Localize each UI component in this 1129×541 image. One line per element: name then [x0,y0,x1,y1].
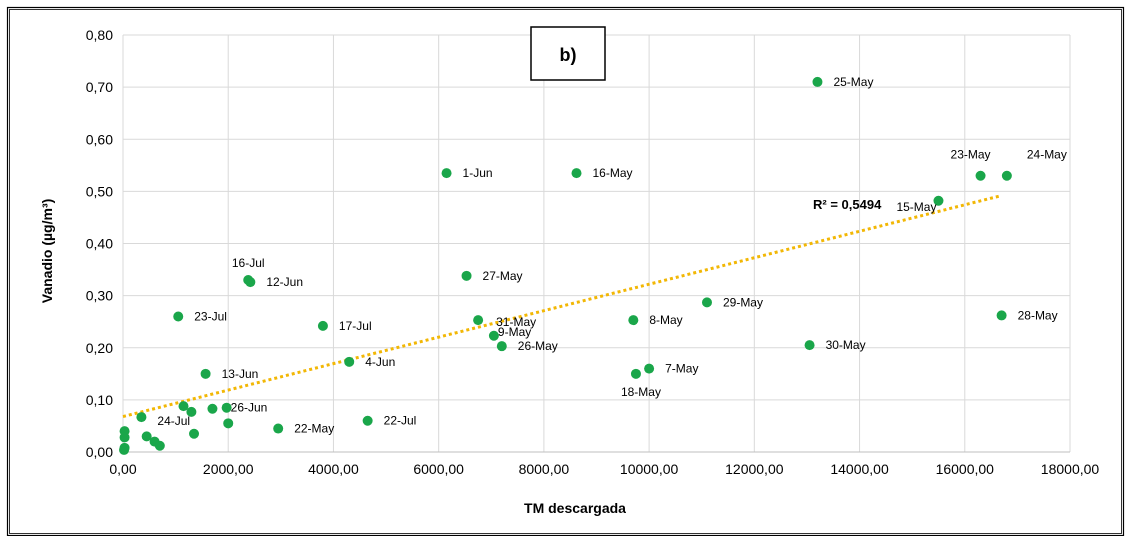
inner-border [9,9,1122,534]
data-point [136,412,147,423]
data-point [273,423,284,434]
data-point [154,440,165,451]
data-points [119,76,1012,455]
data-point [441,168,452,179]
point-label: 22-May [294,422,334,436]
point-label: 18-May [621,385,661,399]
x-axis-title: TM descargada [524,500,626,516]
y-tick-label: 0,40 [86,236,113,252]
y-tick-label: 0,60 [86,131,113,147]
y-tick-label: 0,70 [86,79,113,95]
point-label: 17-Jul [339,319,372,333]
data-point [996,310,1007,321]
y-tick-label: 0,30 [86,288,113,304]
point-label: 9-May [498,325,531,339]
point-label: 22-Jul [384,414,417,428]
point-label: 23-May [951,148,991,162]
x-tick-label: 16000,00 [936,461,995,477]
x-tick-label: 12000,00 [725,461,784,477]
data-point [488,330,499,341]
point-label: 16-Jul [232,256,265,270]
x-tick-label: 18000,00 [1041,461,1100,477]
data-point [200,368,211,379]
data-point [804,340,815,351]
point-label: 25-May [833,75,873,89]
data-point [178,401,189,412]
data-point [119,432,130,443]
x-tick-label: 14000,00 [830,461,889,477]
data-point [141,431,152,442]
data-point [644,363,655,374]
y-tick-label: 0,10 [86,392,113,408]
point-label: 13-Jun [222,367,259,381]
x-tick-label: 4000,00 [308,461,359,477]
data-point [975,170,986,181]
point-label: 16-May [593,166,633,180]
data-point [473,315,484,326]
data-point [496,341,507,352]
point-label: 8-May [649,313,682,327]
y-tick-label: 0,00 [86,444,113,460]
x-tick-label: 0,00 [109,461,136,477]
x-tick-label: 6000,00 [413,461,464,477]
point-label: 4-Jun [365,355,395,369]
point-label: 26-May [518,339,558,353]
point-label: 23-Jul [194,309,227,323]
data-point [362,415,373,426]
data-point [701,297,712,308]
x-tick-label: 8000,00 [519,461,570,477]
y-tick-label: 0,80 [86,27,113,43]
data-point [119,444,130,455]
y-tick-label: 0,50 [86,183,113,199]
y-axis-title: Vanadio (µg/m³) [39,199,55,304]
x-tick-label: 10000,00 [620,461,679,477]
point-label: 12-Jun [266,275,303,289]
point-label: 26-Jun [231,401,268,415]
data-point [189,428,200,439]
data-point [344,356,355,367]
point-label: 24-May [1027,148,1067,162]
data-point [628,315,639,326]
trendline-path [122,194,1002,419]
data-point [245,277,256,288]
panel-label: b) [560,45,577,65]
point-labels: 25-May 1-Jun 16-May 23-May 24-May 15-May 27-Ma… [157,75,1066,436]
y-tick-label: 0,20 [86,340,113,356]
data-point [221,402,232,413]
data-point [173,311,184,322]
point-label: 27-May [483,269,523,283]
data-point [1001,170,1012,181]
trendline [122,194,1002,419]
point-label: 29-May [723,295,763,309]
data-point [223,418,234,429]
data-point [317,320,328,331]
point-label: 24-Jul [157,414,190,428]
r2-label: R² = 0,5494 [813,197,882,212]
x-tick-label: 2000,00 [203,461,254,477]
data-point [186,406,197,417]
point-label: 7-May [665,362,698,376]
point-label: 30-May [826,338,866,352]
data-point [630,368,641,379]
data-point [207,403,218,414]
data-point [812,76,823,87]
data-point [933,195,944,206]
point-label: 15-May [896,200,936,214]
panel-label-box [530,26,606,81]
axes: 0,00 2000,00 4000,00 6000,00 8000,00 10000,00… [86,27,1100,477]
point-label: 1-Jun [463,166,493,180]
data-point [461,270,472,281]
outer-border [6,6,1125,537]
point-label: 31-May [496,315,536,329]
data-point [571,168,582,179]
point-label: 28-May [1018,308,1058,322]
